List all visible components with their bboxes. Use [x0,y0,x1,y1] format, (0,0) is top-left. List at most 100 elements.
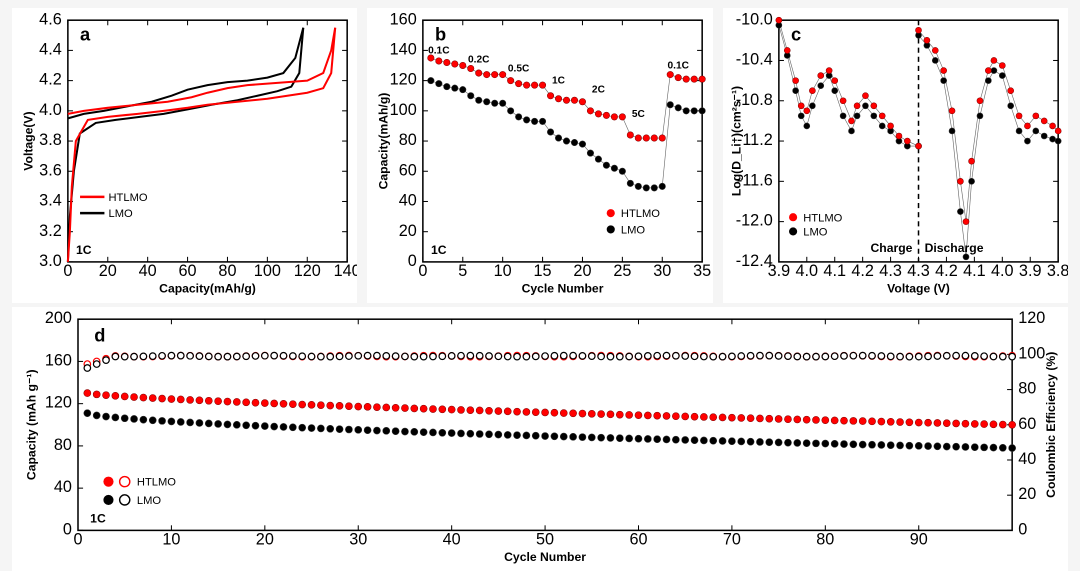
panel-a: 0204060801001201403.03.23.43.63.84.04.24… [12,8,357,303]
svg-text:4.3: 4.3 [907,262,930,280]
svg-text:60: 60 [629,530,647,548]
svg-text:-10.4: -10.4 [735,51,772,69]
svg-text:4.4: 4.4 [39,40,62,58]
svg-text:1C: 1C [76,243,92,257]
svg-text:Voltage(V): Voltage(V) [21,111,35,170]
svg-text:120: 120 [45,393,72,411]
svg-text:0: 0 [1018,520,1027,538]
svg-text:HTLMO: HTLMO [137,476,176,488]
svg-text:Cycle Number: Cycle Number [504,549,586,563]
svg-text:50: 50 [536,530,554,548]
svg-text:d: d [94,324,105,345]
svg-text:120: 120 [1018,309,1045,327]
svg-text:60: 60 [179,262,197,280]
svg-text:5C: 5C [632,109,646,120]
svg-text:10: 10 [494,262,512,280]
svg-text:3.8: 3.8 [39,131,62,149]
svg-text:c: c [791,24,801,45]
svg-text:120: 120 [294,262,321,280]
svg-text:1C: 1C [552,76,566,87]
svg-text:0: 0 [419,262,428,280]
svg-text:0.5C: 0.5C [508,64,530,75]
svg-text:Capacity(mAh/g): Capacity(mAh/g) [377,93,391,190]
svg-text:20: 20 [256,530,274,548]
svg-text:LMO: LMO [108,208,132,220]
svg-text:80: 80 [218,262,236,280]
svg-text:70: 70 [723,530,741,548]
svg-text:HTLMO: HTLMO [803,212,842,224]
svg-text:Charge: Charge [870,241,912,255]
svg-text:3.0: 3.0 [39,252,62,270]
svg-text:10: 10 [162,530,180,548]
figure: 0204060801001201403.03.23.43.63.84.04.24… [0,0,1080,571]
svg-text:1C: 1C [90,511,106,525]
svg-text:60: 60 [399,161,417,179]
svg-text:2C: 2C [592,85,606,96]
svg-text:80: 80 [399,131,417,149]
svg-text:15: 15 [534,262,552,280]
svg-text:-12.0: -12.0 [735,212,772,230]
svg-text:4.0: 4.0 [991,262,1014,280]
svg-text:0.1C: 0.1C [668,61,690,72]
svg-text:40: 40 [399,192,417,210]
svg-text:20: 20 [399,222,417,240]
svg-text:80: 80 [54,435,72,453]
svg-text:20: 20 [1018,485,1036,503]
svg-text:90: 90 [910,530,928,548]
svg-text:a: a [80,24,91,45]
svg-text:Capacity(mAh/g): Capacity(mAh/g) [159,281,256,295]
svg-text:60: 60 [1018,414,1036,432]
svg-text:4.3: 4.3 [879,262,902,280]
svg-text:40: 40 [54,478,72,496]
svg-text:4.2: 4.2 [851,262,874,280]
svg-text:4.1: 4.1 [823,262,846,280]
svg-text:4.2: 4.2 [39,71,62,89]
svg-text:1C: 1C [431,243,447,257]
svg-text:4.6: 4.6 [39,10,62,28]
svg-text:120: 120 [390,71,417,89]
svg-text:Capacity (mAh g⁻¹): Capacity (mAh g⁻¹) [24,369,38,480]
svg-text:30: 30 [349,530,367,548]
svg-text:160: 160 [45,351,72,369]
svg-text:100: 100 [390,101,417,119]
svg-text:Cycle Number: Cycle Number [522,281,604,295]
svg-text:0: 0 [73,530,82,548]
svg-text:3.6: 3.6 [39,161,62,179]
svg-text:0.2C: 0.2C [468,54,490,65]
panel-b: 0 5 10 15 20 25 30 35 0 20 40 60 80 100 120 140 160 Cycle… [367,8,712,303]
svg-text:20: 20 [574,262,592,280]
svg-text:100: 100 [254,262,281,280]
svg-text:-10.0: -10.0 [735,10,772,28]
svg-text:4.1: 4.1 [963,262,986,280]
svg-text:5: 5 [459,262,468,280]
svg-text:140: 140 [390,40,417,58]
panel-c: -12.4-12.0-11.6-11.2-10.8-10.4-10.03.94.… [723,8,1068,303]
svg-text:3.9: 3.9 [767,262,790,280]
svg-text:4.2: 4.2 [935,262,958,280]
svg-text:b: b [435,24,446,45]
svg-text:3.2: 3.2 [39,222,62,240]
svg-text:Voltage (V): Voltage (V) [887,281,950,295]
svg-text:3.9: 3.9 [1019,262,1042,280]
svg-text:LMO: LMO [137,495,161,507]
svg-text:4.0: 4.0 [795,262,818,280]
svg-text:20: 20 [99,262,117,280]
svg-text:Coulombic Efficiency (%): Coulombic Efficiency (%) [1044,351,1058,497]
svg-text:4.0: 4.0 [39,101,62,119]
svg-text:Log(D_Li⁺)(cm²s⁻¹): Log(D_Li⁺)(cm²s⁻¹) [729,86,743,196]
svg-text:HTLMO: HTLMO [621,208,660,220]
svg-text:40: 40 [1018,450,1036,468]
svg-text:35: 35 [693,262,711,280]
svg-text:140: 140 [334,262,358,280]
svg-text:HTLMO: HTLMO [108,192,147,204]
svg-text:0: 0 [408,252,417,270]
svg-text:3.4: 3.4 [39,192,62,210]
svg-text:LMO: LMO [803,227,827,239]
svg-text:30: 30 [654,262,672,280]
svg-text:0.1C: 0.1C [428,45,450,56]
svg-text:200: 200 [45,309,72,327]
svg-text:160: 160 [390,10,417,28]
panel-d: 0102030405060708090040801201602000204060… [12,307,1068,571]
svg-text:25: 25 [614,262,632,280]
svg-text:0: 0 [63,262,72,280]
